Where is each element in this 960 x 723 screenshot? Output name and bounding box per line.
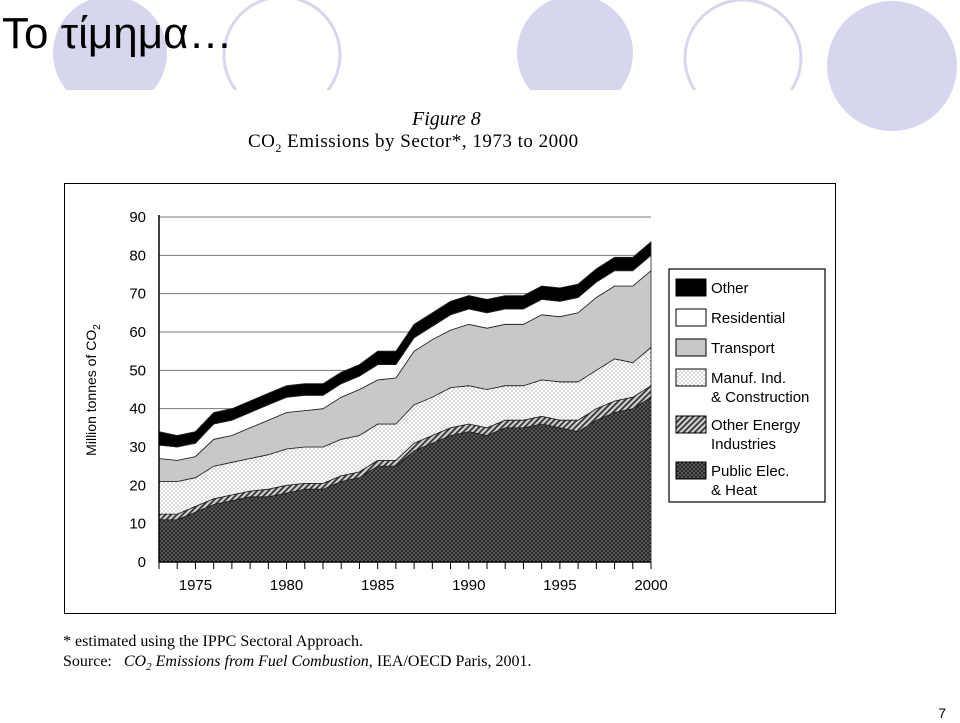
chart-source: Source: CO2 Emissions from Fuel Combusti… xyxy=(63,653,531,673)
chart-svg: 0 10 20 30 40 50 60 70 80 90 1975 1980 1985 1990 1995 2… xyxy=(83,209,826,594)
legend-label-other_energy: Industries xyxy=(711,436,776,453)
legend-label-manuf: & Construction xyxy=(711,389,809,406)
y-tick-label: 90 xyxy=(129,209,146,226)
y-tick-label: 10 xyxy=(129,516,146,533)
chart-footnote: * estimated using the IPPC Sectoral Appr… xyxy=(63,633,363,650)
y-tick-label: 40 xyxy=(129,401,146,418)
slide-decoration xyxy=(53,0,957,131)
y-axis-label: Million tonnes of CO2 xyxy=(83,324,103,456)
x-tick-label: 1995 xyxy=(543,577,576,594)
series-area-other xyxy=(158,241,652,448)
legend-swatch-residential xyxy=(675,308,707,327)
legend-label-manuf: Manuf. Ind. xyxy=(711,370,786,387)
source-label: Source: xyxy=(63,653,112,670)
x-tick-label: 1990 xyxy=(452,577,485,594)
y-tick-label: 60 xyxy=(129,324,146,341)
legend-label-public_elec: Public Elec. xyxy=(711,463,789,480)
x-tick-label: 1975 xyxy=(179,577,212,594)
legend-label-other_energy: Other Energy xyxy=(711,417,801,434)
figure-label: Figure 8 xyxy=(412,108,481,130)
x-tick-label: 1985 xyxy=(361,577,394,594)
y-tick-label: 0 xyxy=(138,554,146,571)
legend-label-residential: Residential xyxy=(711,310,785,327)
legend-swatch-transport xyxy=(675,338,707,357)
legend-swatch-public_elec xyxy=(675,461,707,480)
decor-circle xyxy=(683,0,803,90)
legend-swatch-other_energy xyxy=(675,415,707,434)
decor-circle xyxy=(517,0,633,90)
page-number: 7 xyxy=(938,705,946,721)
slide-title: Το τίμημα… xyxy=(2,9,233,58)
chart-title-subscript: 2 xyxy=(275,140,282,155)
source-title: CO2 Emissions from Fuel Combustion, xyxy=(123,653,373,674)
x-tick-label: 1980 xyxy=(270,577,303,594)
y-tick-label: 50 xyxy=(129,362,146,379)
source-publisher: IEA/OECD Paris, 2001. xyxy=(372,653,532,670)
chart-title: CO2 Emissions by Sector*, 1973 to 2000 xyxy=(248,131,579,156)
y-tick-label: 70 xyxy=(129,286,146,303)
x-tick-label: 2000 xyxy=(634,577,667,594)
legend-label-transport: Transport xyxy=(711,340,775,357)
chart-title-suffix: Emissions by Sector*, 1973 to 2000 xyxy=(281,131,579,152)
legend-label-other: Other xyxy=(711,280,749,297)
y-tick-label: 80 xyxy=(129,247,146,264)
chart-title-prefix: CO xyxy=(248,131,276,152)
y-tick-label: 30 xyxy=(129,439,146,456)
legend-label-public_elec: & Heat xyxy=(711,482,758,499)
legend-swatch-other xyxy=(675,278,707,297)
chart-frame: 0 10 20 30 40 50 60 70 80 90 1975 1980 1985 1990 1995 2… xyxy=(64,183,836,614)
legend-swatch-manuf xyxy=(675,368,707,387)
y-tick-label: 20 xyxy=(129,477,146,494)
decor-circle xyxy=(53,0,167,90)
decor-circle xyxy=(222,0,342,90)
decor-circle xyxy=(827,1,957,131)
